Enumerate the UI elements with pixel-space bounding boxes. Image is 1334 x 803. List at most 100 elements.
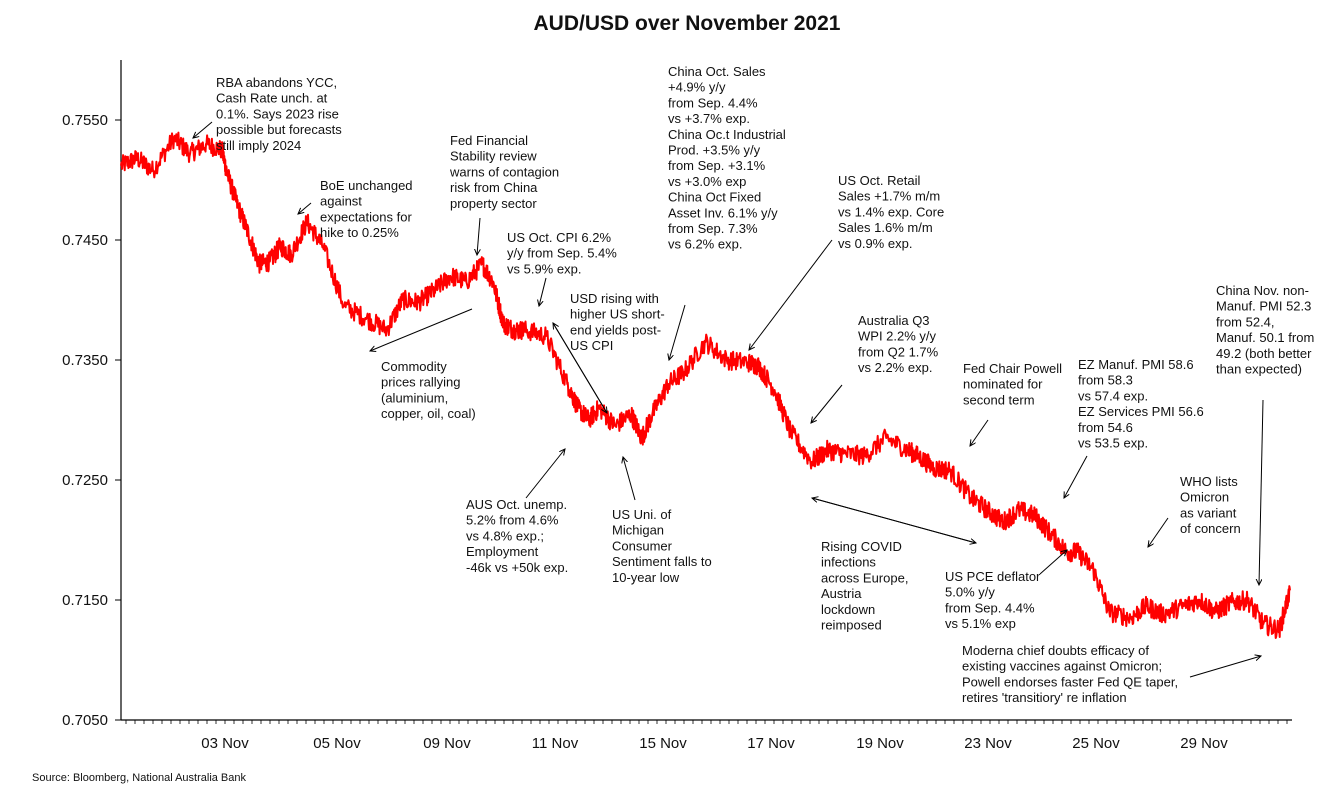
axes [120,60,1292,721]
annotation-line: vs 53.5 exp. [1078,436,1148,451]
annotation-ez-pmi: EZ Manuf. PMI 58.6 from 58.3 vs 57.4 exp. E… [1078,357,1204,451]
annotation-line: than expected) [1216,362,1302,377]
annotation-line: prices rallying [381,375,460,390]
x-tick-label: 17 Nov [747,735,795,752]
annotation-powell: Fed Chair Powell nominated for second term [963,361,1062,407]
annotation-line: China Nov. non- [1216,283,1309,298]
annotation-line: (aluminium, [381,390,448,405]
annotation-line: still imply 2024 [216,138,301,153]
annotation-line: retires 'transitiory' re inflation [962,690,1127,705]
annotation-line: from 52.4, [1216,314,1275,329]
x-tick-label: 15 Nov [639,735,687,752]
annotation-arrow [811,384,843,423]
annotation-line: US Uni. of [612,507,672,522]
annotation-line: Austria [821,586,862,601]
annotation-line: Manuf. PMI 52.3 [1216,299,1311,314]
annotation-commodity: Commodity prices rallying (aluminium, coppe… [381,359,476,421]
annotation-line: Asset Inv. 6.1% y/y [668,205,778,220]
annotation-line: Sales +1.7% m/m [838,189,940,204]
annotation-us-pce: US PCE deflator 5.0% y/y from Sep. 4.4% vs … [945,569,1041,631]
annotation-arrow [298,202,312,214]
annotation-line: Michigan [612,523,664,538]
annotation-line: WPI 2.2% y/y [858,329,937,344]
annotation-line: Powell endorses faster Fed QE taper, [962,674,1178,689]
annotation-line: second term [963,392,1035,407]
annotation-line: vs 1.4% exp. Core [838,204,944,219]
annotation-line: vs 0.9% exp. [838,236,912,251]
annotation-covid: Rising COVID infections across Europe, Aust… [821,539,908,633]
annotation-arrow [553,323,608,414]
annotation-line: Prod. +3.5% y/y [668,143,761,158]
annotation-line: from Sep. 7.3% [668,221,758,236]
annotation-line: risk from China [450,180,538,195]
annotation-line: EZ Manuf. PMI 58.6 [1078,357,1194,372]
y-ticks: 0.7550 0.7450 0.7350 0.7250 0.7150 0.7050 [62,112,121,729]
annotation-arrow [539,277,547,306]
annotation-arrows [193,121,1264,678]
x-ticks: 03 Nov 05 Nov 09 Nov 11 Nov 15 Nov 17 Nov 19 N… [201,735,1228,752]
annotation-line: from Q2 1.7% [858,344,939,359]
annotation-line: 5.2% from 4.6% [466,513,559,528]
x-minor-ticks [125,720,1288,724]
annotation-arrow [193,121,213,138]
annotation-line: vs +3.0% exp [668,174,746,189]
x-tick-label: 25 Nov [1072,735,1120,752]
annotation-line: vs 2.2% exp. [858,360,932,375]
annotation-arrow [812,498,977,544]
annotation-arrow [370,308,473,351]
x-tick-label: 11 Nov [532,735,579,752]
annotation-who: WHO lists Omicron as variant of concern [1180,474,1241,536]
annotation-line: 0.1%. Says 2023 rise [216,106,339,121]
x-tick-label: 29 Nov [1180,735,1228,752]
annotation-line: USD rising with [570,291,659,306]
annotation-line: 5.0% y/y [945,585,995,600]
annotation-line: China Oct Fixed [668,190,761,205]
annotation-aus-wpi: Australia Q3 WPI 2.2% y/y from Q2 1.7% vs 2… [858,313,939,375]
annotation-line: end yields post- [570,322,661,337]
annotation-line: as variant [1180,505,1237,520]
annotation-line: +4.9% y/y [668,80,726,95]
annotation-us-cpi: US Oct. CPI 6.2% y/y from Sep. 5.4% vs 5.9… [507,230,617,276]
annotation-arrow [623,457,636,501]
annotation-line: 49.2 (both better [1216,346,1312,361]
annotation-line: y/y from Sep. 5.4% [507,246,617,261]
annotation-line: from 58.3 [1078,373,1133,388]
annotation-line: Sentiment falls to [612,554,712,569]
annotation-line: across Europe, [821,570,908,585]
annotation-line: Fed Financial [450,133,528,148]
y-tick-label: 0.7250 [62,472,108,489]
annotation-arrow [1259,399,1264,585]
annotation-line: from Sep. 4.4% [945,600,1035,615]
y-tick-label: 0.7350 [62,352,108,369]
annotation-us-uni-mich: US Uni. of Michigan Consumer Sentiment fall… [612,507,712,585]
annotation-line: lockdown [821,602,875,617]
annotation-arrow [1148,517,1169,547]
annotation-us-retail: US Oct. Retail Sales +1.7% m/m vs 1.4% exp… [838,173,944,251]
annotation-line: vs 57.4 exp. [1078,388,1148,403]
annotation-line: hike to 0.25% [320,225,399,240]
annotation-line: property sector [450,196,537,211]
annotation-line: vs 5.1% exp [945,616,1016,631]
annotation-line: possible but forecasts [216,122,342,137]
annotation-line: of concern [1180,521,1241,536]
annotation-arrow [970,419,989,446]
annotation-line: RBA abandons YCC, [216,75,337,90]
annotation-line: Rising COVID [821,539,902,554]
annotation-arrow [477,217,481,255]
annotation-arrow [525,449,565,499]
y-tick-label: 0.7550 [62,112,108,129]
annotation-line: infections [821,555,876,570]
annotation-line: WHO lists [1180,474,1238,489]
y-tick-label: 0.7050 [62,712,108,729]
annotation-aus-unemp: AUS Oct. unemp. 5.2% from 4.6% vs 4.8% exp… [466,497,568,575]
x-tick-label: 05 Nov [313,735,361,752]
annotation-line: Consumer [612,538,673,553]
annotation-line: BoE unchanged [320,178,413,193]
chart-title: AUD/USD over November 2021 [534,12,841,35]
annotation-arrow [1039,550,1067,575]
annotation-line: Commodity [381,359,447,374]
annotation-line: from 54.6 [1078,420,1133,435]
annotation-china-pmi: China Nov. non-Manuf. PMI 52.3 from 52.4,… [1216,283,1314,377]
annotation-line: Stability review [450,149,537,164]
